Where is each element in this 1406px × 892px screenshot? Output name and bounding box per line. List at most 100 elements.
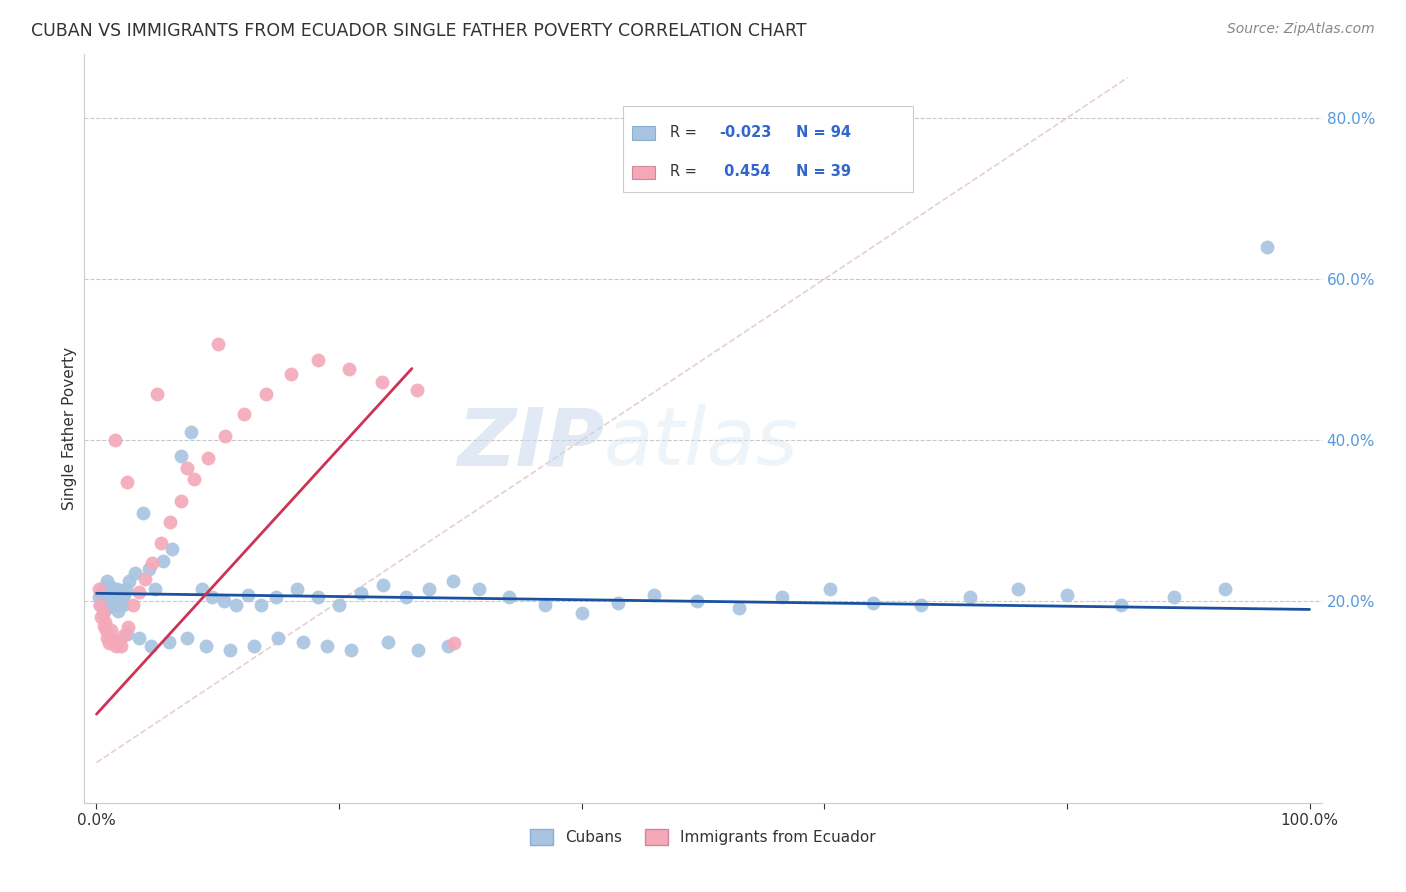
Point <box>104 592 127 607</box>
Point <box>90 586 112 600</box>
Point <box>103 634 125 648</box>
Point <box>180 425 202 440</box>
Point <box>114 582 136 597</box>
Point <box>94 588 117 602</box>
Point <box>112 588 135 602</box>
Point <box>101 599 124 613</box>
Point <box>316 639 339 653</box>
Point <box>124 566 146 581</box>
Point <box>91 582 114 597</box>
Point <box>959 591 981 605</box>
Point <box>152 554 174 568</box>
Point <box>104 599 127 613</box>
Point <box>107 604 129 618</box>
Text: atlas: atlas <box>605 404 799 483</box>
Point <box>176 461 198 475</box>
Point <box>160 541 183 556</box>
Point <box>498 591 520 605</box>
Point <box>728 600 751 615</box>
Point <box>170 450 193 464</box>
FancyBboxPatch shape <box>633 126 655 139</box>
Point <box>110 584 132 599</box>
Point <box>159 516 181 530</box>
Text: 0.454: 0.454 <box>718 164 770 179</box>
Point <box>910 599 932 613</box>
Point <box>104 434 127 448</box>
Point <box>94 615 117 629</box>
Point <box>219 642 242 657</box>
Point <box>112 628 135 642</box>
Point <box>96 592 118 607</box>
Point <box>194 639 217 653</box>
Point <box>862 596 884 610</box>
Point <box>100 580 122 594</box>
Point <box>98 591 121 605</box>
Point <box>93 580 115 594</box>
Point <box>214 429 236 443</box>
Point <box>607 596 630 610</box>
FancyBboxPatch shape <box>623 106 914 192</box>
Point <box>197 450 219 465</box>
Point <box>406 642 429 657</box>
Point <box>117 620 139 634</box>
Text: N = 39: N = 39 <box>796 164 851 179</box>
Point <box>87 591 110 605</box>
Point <box>149 536 172 550</box>
Point <box>280 367 302 381</box>
Point <box>115 626 138 640</box>
Point <box>103 586 125 600</box>
Point <box>89 599 111 613</box>
Point <box>212 594 235 608</box>
Point <box>371 578 394 592</box>
Point <box>97 584 120 599</box>
Point <box>308 591 330 605</box>
Point <box>207 336 229 351</box>
Point <box>143 582 166 597</box>
Point <box>534 599 557 613</box>
Point <box>285 582 308 597</box>
Point <box>183 472 205 486</box>
Point <box>405 384 427 398</box>
Point <box>122 599 145 613</box>
Point <box>225 599 247 613</box>
Point <box>118 574 141 589</box>
Point <box>105 582 128 597</box>
Point <box>141 556 163 570</box>
Point <box>236 588 259 602</box>
Point <box>418 582 440 597</box>
Point <box>264 591 287 605</box>
Point <box>770 591 793 605</box>
Point <box>110 596 132 610</box>
Text: N = 94: N = 94 <box>796 125 851 139</box>
Point <box>157 634 180 648</box>
Point <box>291 634 314 648</box>
Point <box>1111 599 1133 613</box>
Point <box>267 631 290 645</box>
Point <box>139 639 162 653</box>
Point <box>97 596 120 610</box>
Point <box>90 610 112 624</box>
Point <box>1056 588 1078 602</box>
Point <box>370 376 392 390</box>
Point <box>89 599 111 613</box>
Point <box>350 586 373 600</box>
Point <box>97 636 120 650</box>
Point <box>128 631 150 645</box>
Point <box>93 618 115 632</box>
Point <box>467 582 489 597</box>
Point <box>686 594 709 608</box>
Point <box>87 582 110 597</box>
Text: R =: R = <box>669 125 702 139</box>
Point <box>91 607 114 621</box>
Point <box>340 642 363 657</box>
Point <box>337 362 360 376</box>
Point <box>1007 582 1029 597</box>
Point <box>395 591 418 605</box>
Point <box>96 574 118 589</box>
Point <box>250 599 273 613</box>
Point <box>91 596 114 610</box>
Point <box>111 591 134 605</box>
Point <box>134 572 156 586</box>
Point <box>170 493 193 508</box>
Point <box>377 634 399 648</box>
